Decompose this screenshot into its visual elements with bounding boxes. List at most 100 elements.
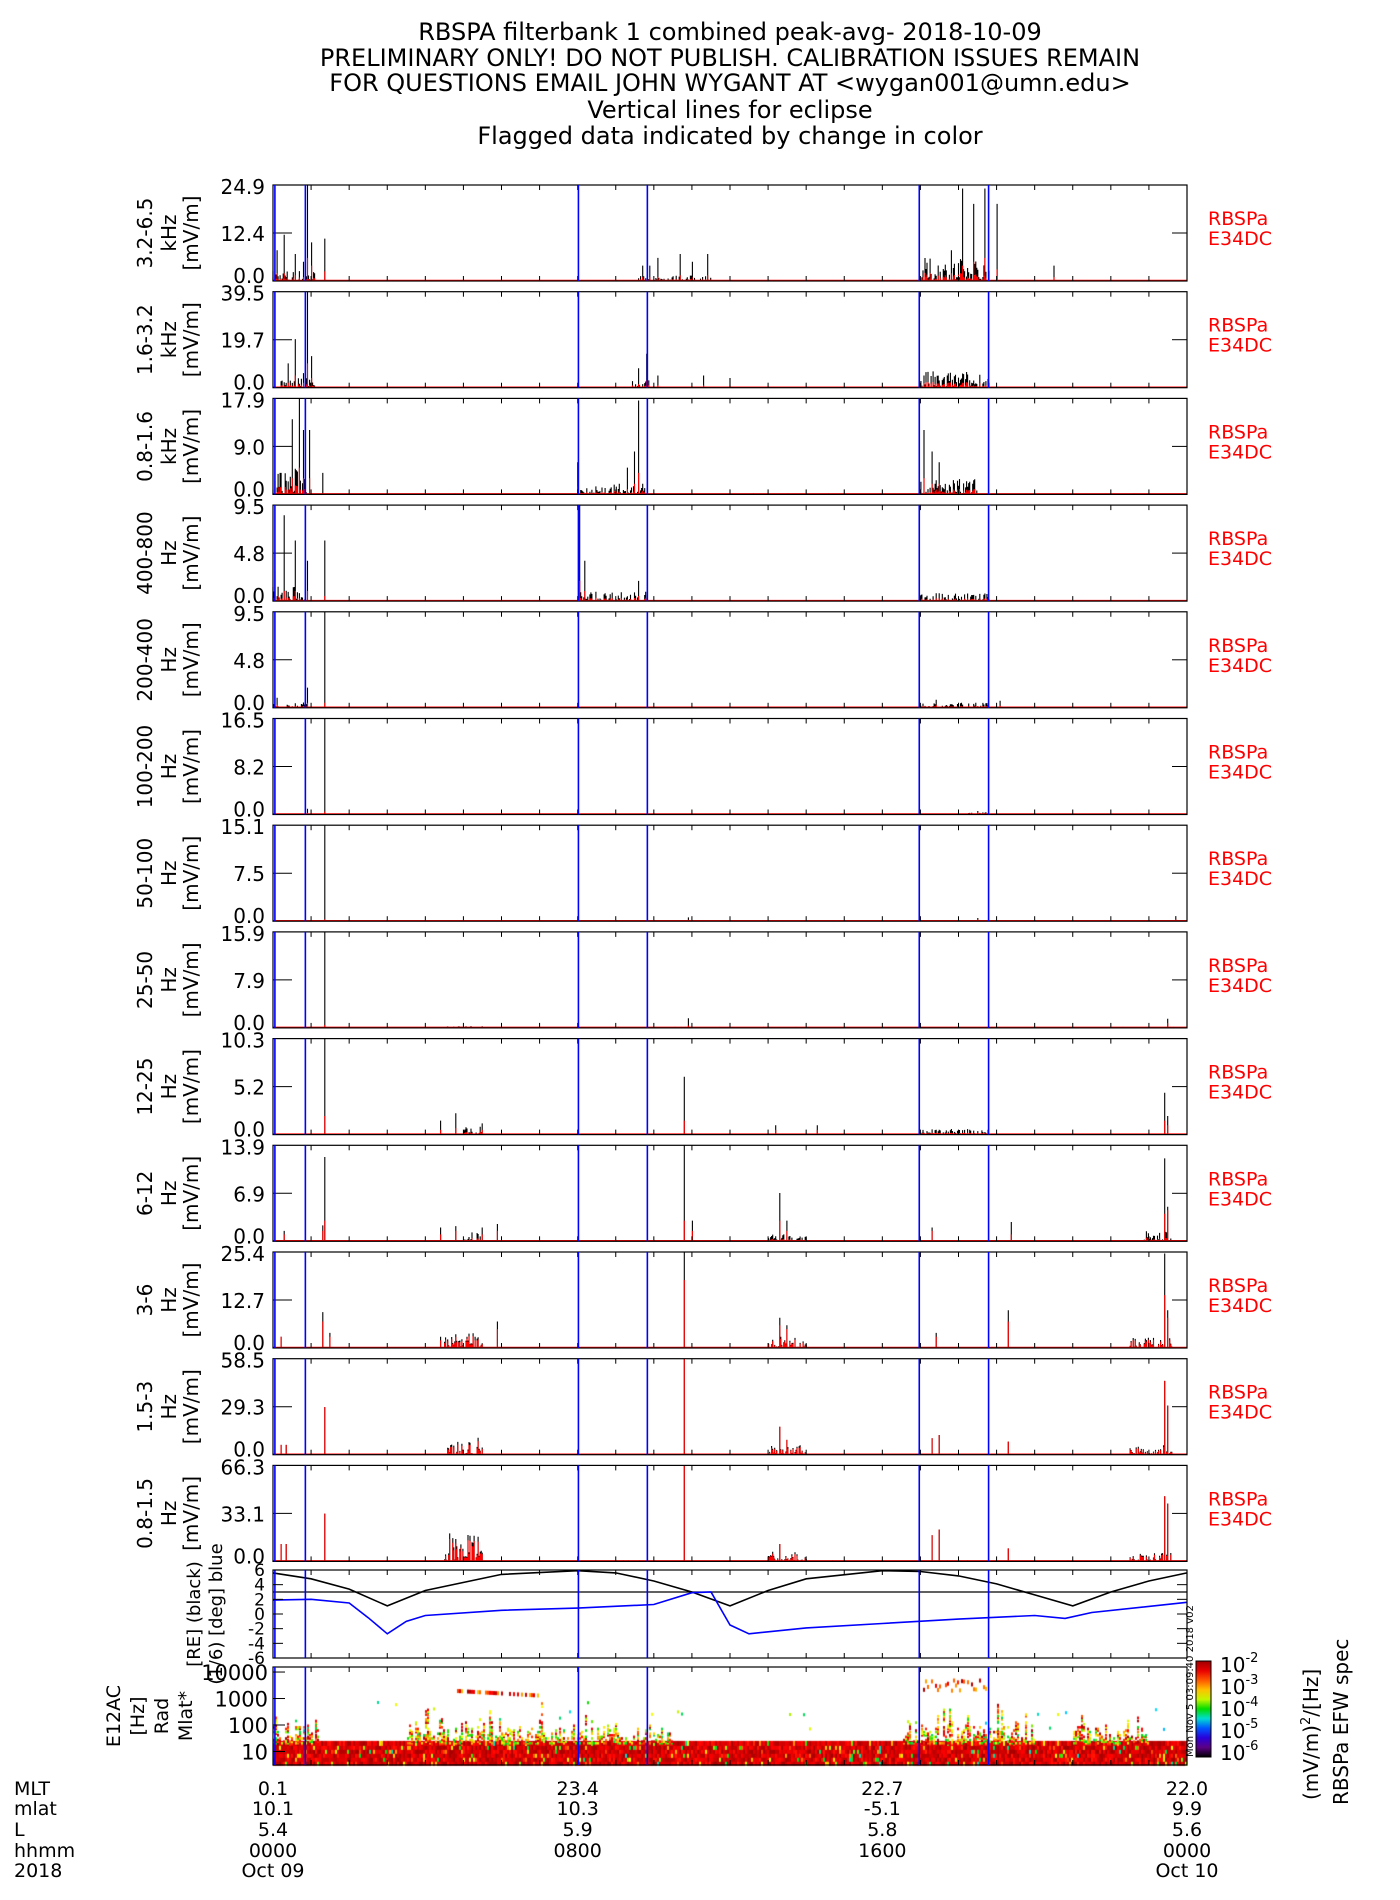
- title-line: FOR QUESTIONS EMAIL JOHN WYGANT AT <wyga…: [329, 69, 1130, 97]
- right-label-rbspa: RBSPa: [1208, 742, 1268, 764]
- right-label-e34dc: E34DC: [1208, 655, 1272, 677]
- y-tick-label: 10.3: [220, 1029, 265, 1053]
- x-axis-value: Oct 10: [1155, 1860, 1218, 1882]
- y-tick-label: 7.9: [233, 969, 265, 993]
- panel-frame: [272, 184, 1188, 282]
- panel-frame: [272, 1569, 1188, 1659]
- tick-exponent: -2: [1245, 1651, 1258, 1666]
- panel-frame: [272, 1666, 1188, 1766]
- peak-series-bars: [272, 505, 1187, 602]
- spectrogram-y-label: E12AC: [103, 1685, 125, 1747]
- tick-base: 10: [1220, 1675, 1245, 1699]
- peak-series-bars: [272, 718, 1187, 815]
- y-axis-label-ylabel: [mV/m]: [179, 1476, 203, 1551]
- y-tick-label: 13.9: [220, 1135, 265, 1159]
- y-tick-label: -6: [248, 1649, 265, 1669]
- y-axis-label-unit: Hz: [157, 1394, 181, 1420]
- x-axis-value: 10.3: [557, 1798, 599, 1820]
- title-line: Vertical lines for eclipse: [587, 96, 872, 124]
- y-tick-label: 0.0: [233, 1224, 265, 1248]
- y-axis-label-band: 0.8-1.6: [133, 411, 157, 482]
- ephemeris-y-label: [RE] (black): [184, 1561, 205, 1666]
- y-tick-label: 29.3: [220, 1396, 265, 1420]
- y-axis-label-ylabel: [mV/m]: [179, 942, 203, 1017]
- y-tick-label: 9.5: [233, 602, 265, 626]
- colorbar-label-exp: 2: [1299, 1717, 1314, 1725]
- peak-series-bars: [272, 398, 1187, 495]
- right-label-e34dc: E34DC: [1208, 1402, 1272, 1424]
- y-axis-label-band: 6-12: [133, 1171, 157, 1216]
- y-tick-label: 100: [228, 1714, 268, 1738]
- x-axis-value: 5.8: [867, 1819, 897, 1841]
- spectrogram-y-label: Mlat*: [175, 1691, 197, 1741]
- y-tick-label: 0.0: [233, 371, 265, 395]
- x-axis-value: 5.6: [1172, 1819, 1202, 1841]
- y-axis-label-unit: Hz: [157, 754, 181, 780]
- y-tick-label: 7.5: [233, 862, 265, 886]
- y-axis-label-ylabel: [mV/m]: [179, 409, 203, 484]
- title-line: RBSPA filterbank 1 combined peak-avg- 20…: [418, 18, 1042, 46]
- y-tick-label: 19.7: [220, 329, 265, 353]
- y-axis-label-unit: Hz: [157, 540, 181, 566]
- y-tick-label: -2: [248, 1620, 265, 1640]
- y-axis-label-band: 400-800: [133, 511, 157, 595]
- tick-exponent: -4: [1245, 1695, 1258, 1710]
- avg-series-bars: [272, 1280, 1187, 1348]
- y-axis-label-ylabel: [mV/m]: [179, 1156, 203, 1231]
- ephemeris-y-label: (1/6) [deg] blue: [206, 1543, 227, 1684]
- x-axis-value: 0000: [249, 1840, 297, 1862]
- y-axis-label-ylabel: [mV/m]: [179, 729, 203, 804]
- right-label-rbspa: RBSPa: [1208, 1168, 1268, 1190]
- timestamp-label: Mon Nov 5 03:09:40 2018 v02: [1185, 1605, 1196, 1757]
- colorbar-tick-label: 10-2: [1220, 1651, 1258, 1677]
- y-tick-label: 16.5: [220, 709, 265, 733]
- colorbar: [1195, 1660, 1212, 1758]
- right-label-e34dc: E34DC: [1208, 548, 1272, 570]
- right-label-e34dc: E34DC: [1208, 228, 1272, 250]
- x-axis-value: 0800: [553, 1840, 601, 1862]
- right-label-rbspa: RBSPa: [1208, 848, 1268, 870]
- y-axis-label-ylabel: [mV/m]: [179, 302, 203, 377]
- y-tick-label: 0: [254, 1605, 265, 1625]
- y-tick-label: 4.8: [233, 542, 265, 566]
- y-tick-label: 9.5: [233, 495, 265, 519]
- right-label-rbspa: RBSPa: [1208, 1382, 1268, 1404]
- right-label-e34dc: E34DC: [1208, 1188, 1272, 1210]
- spectrogram-title: RBSPa EFW spec: [1329, 1639, 1353, 1805]
- tick-exponent: -5: [1245, 1717, 1258, 1732]
- y-axis-label-band: 0.8-1.5: [133, 1478, 157, 1549]
- y-tick-label: 0.0: [233, 477, 265, 501]
- tick-exponent: -6: [1245, 1739, 1258, 1754]
- x-axis-value: -5.1: [864, 1798, 901, 1820]
- spectrogram-y-label: Rad: [151, 1698, 173, 1735]
- spectrogram-y-label: [Hz]: [127, 1696, 149, 1735]
- right-label-e34dc: E34DC: [1208, 1295, 1272, 1317]
- colorbar-label: (mV/m)2/[Hz]: [1299, 1669, 1323, 1800]
- panel-frame: [272, 824, 1188, 922]
- panel-frame: [272, 1464, 1188, 1563]
- y-axis-label-band: 12-25: [133, 1058, 157, 1116]
- right-label-rbspa: RBSPa: [1208, 1062, 1268, 1084]
- avg-series-bars: [273, 1358, 1187, 1455]
- y-tick-label: 9.0: [233, 435, 265, 459]
- panel-frame: [272, 291, 1188, 389]
- peak-series-bars: [272, 1038, 1187, 1135]
- y-tick-label: 24.9: [220, 175, 265, 199]
- peak-series-bars: [272, 825, 1187, 922]
- y-axis-label-ylabel: [mV/m]: [179, 1369, 203, 1444]
- title-line: PRELIMINARY ONLY! DO NOT PUBLISH. CALIBR…: [320, 44, 1140, 72]
- x-axis-value: 9.9: [1172, 1798, 1202, 1820]
- y-axis-label-unit: Hz: [157, 860, 181, 886]
- x-axis-value: 0.1: [258, 1778, 288, 1800]
- panel-frame: [272, 931, 1188, 1029]
- panel-frame: [272, 1144, 1188, 1242]
- title-block: RBSPA filterbank 1 combined peak-avg- 20…: [320, 18, 1140, 150]
- right-label-e34dc: E34DC: [1208, 975, 1272, 997]
